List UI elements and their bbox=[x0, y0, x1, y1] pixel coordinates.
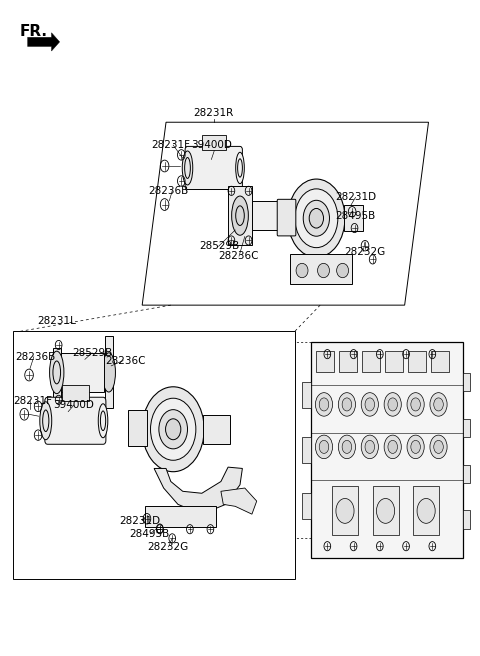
Circle shape bbox=[434, 440, 444, 453]
Circle shape bbox=[430, 435, 447, 459]
Circle shape bbox=[430, 393, 447, 416]
Bar bbox=[316, 351, 335, 372]
Bar bbox=[463, 510, 470, 529]
Ellipse shape bbox=[159, 409, 188, 449]
Text: 28236B: 28236B bbox=[148, 186, 189, 196]
Circle shape bbox=[315, 393, 333, 416]
Ellipse shape bbox=[102, 353, 116, 392]
Bar bbox=[105, 337, 113, 408]
Circle shape bbox=[342, 398, 352, 411]
Ellipse shape bbox=[336, 499, 354, 523]
Circle shape bbox=[365, 398, 374, 411]
Text: 28231R: 28231R bbox=[193, 108, 234, 117]
Circle shape bbox=[315, 435, 333, 459]
Ellipse shape bbox=[232, 196, 248, 236]
Ellipse shape bbox=[236, 152, 244, 184]
Bar bbox=[413, 486, 440, 535]
Text: 28231L: 28231L bbox=[37, 316, 76, 326]
Ellipse shape bbox=[98, 404, 108, 438]
Ellipse shape bbox=[417, 499, 435, 523]
Bar bbox=[228, 186, 252, 245]
Text: 28529B: 28529B bbox=[199, 241, 240, 251]
Circle shape bbox=[388, 398, 397, 411]
Ellipse shape bbox=[288, 179, 345, 257]
Bar bbox=[372, 486, 399, 535]
Bar bbox=[344, 205, 363, 232]
Bar bbox=[128, 409, 147, 445]
Circle shape bbox=[319, 398, 329, 411]
Bar bbox=[431, 351, 449, 372]
Polygon shape bbox=[154, 467, 242, 514]
Bar bbox=[59, 353, 104, 392]
Ellipse shape bbox=[303, 200, 329, 236]
Bar bbox=[408, 351, 426, 372]
Bar bbox=[290, 254, 352, 283]
Circle shape bbox=[411, 440, 420, 453]
Ellipse shape bbox=[142, 387, 204, 472]
Text: 28231F: 28231F bbox=[152, 140, 191, 150]
Text: 28232G: 28232G bbox=[147, 542, 188, 552]
Ellipse shape bbox=[296, 263, 308, 277]
Text: 28236C: 28236C bbox=[106, 356, 146, 365]
Text: 28231D: 28231D bbox=[336, 192, 377, 202]
Ellipse shape bbox=[49, 351, 64, 394]
Bar bbox=[463, 464, 470, 483]
Circle shape bbox=[411, 398, 420, 411]
Polygon shape bbox=[221, 488, 257, 514]
Circle shape bbox=[388, 440, 397, 453]
Circle shape bbox=[384, 435, 401, 459]
Bar bbox=[62, 385, 89, 401]
Ellipse shape bbox=[309, 209, 324, 228]
FancyBboxPatch shape bbox=[185, 146, 242, 190]
Circle shape bbox=[434, 398, 444, 411]
Bar bbox=[339, 351, 358, 372]
Ellipse shape bbox=[336, 263, 348, 277]
Bar bbox=[252, 201, 281, 230]
Circle shape bbox=[319, 440, 329, 453]
Ellipse shape bbox=[182, 151, 193, 185]
Bar bbox=[332, 486, 359, 535]
Text: 28232G: 28232G bbox=[344, 247, 385, 256]
Circle shape bbox=[338, 435, 356, 459]
Bar bbox=[53, 348, 60, 398]
Ellipse shape bbox=[376, 499, 395, 523]
Bar bbox=[144, 506, 216, 527]
Text: 28236C: 28236C bbox=[218, 251, 259, 261]
Bar bbox=[202, 135, 226, 150]
Ellipse shape bbox=[166, 419, 181, 440]
Circle shape bbox=[365, 440, 374, 453]
Circle shape bbox=[361, 393, 378, 416]
Polygon shape bbox=[28, 33, 60, 51]
Text: 28495B: 28495B bbox=[336, 211, 376, 220]
FancyBboxPatch shape bbox=[45, 398, 106, 444]
Text: FR.: FR. bbox=[20, 24, 48, 39]
Text: 28529B: 28529B bbox=[72, 348, 112, 358]
Ellipse shape bbox=[318, 263, 329, 277]
Bar bbox=[463, 373, 470, 392]
Text: 39400D: 39400D bbox=[192, 140, 232, 150]
Circle shape bbox=[407, 435, 424, 459]
Text: 28495B: 28495B bbox=[129, 529, 169, 539]
Ellipse shape bbox=[40, 402, 52, 440]
Circle shape bbox=[342, 440, 352, 453]
Circle shape bbox=[361, 435, 378, 459]
Bar bbox=[302, 493, 311, 519]
Text: 28236B: 28236B bbox=[15, 352, 55, 361]
Polygon shape bbox=[311, 342, 463, 558]
Bar bbox=[302, 382, 311, 407]
Bar bbox=[203, 415, 229, 443]
Circle shape bbox=[407, 393, 424, 416]
Bar bbox=[302, 437, 311, 463]
Ellipse shape bbox=[295, 189, 338, 248]
Bar bbox=[385, 351, 403, 372]
Text: 39400D: 39400D bbox=[53, 400, 94, 410]
Ellipse shape bbox=[151, 398, 196, 461]
Bar bbox=[362, 351, 380, 372]
Circle shape bbox=[384, 393, 401, 416]
FancyBboxPatch shape bbox=[277, 199, 296, 236]
Text: 28231D: 28231D bbox=[120, 516, 161, 525]
Text: 28231F: 28231F bbox=[13, 396, 52, 406]
Bar bbox=[463, 419, 470, 437]
Circle shape bbox=[338, 393, 356, 416]
